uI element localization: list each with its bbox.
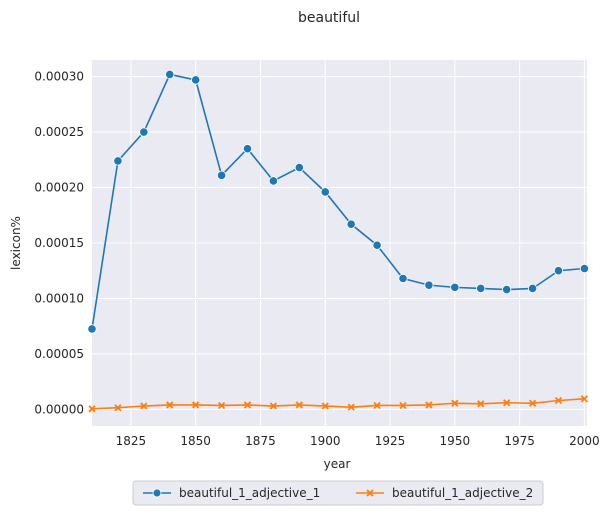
data-point [140,402,148,410]
data-point [450,282,460,292]
data-point [477,400,485,408]
chart-title: beautiful [298,10,360,26]
data-point [347,403,355,411]
data-point [191,75,201,85]
data-point [87,324,97,334]
series [87,69,590,413]
data-point [528,399,537,407]
y-tick-label: 0.00020 [34,181,84,195]
data-point [580,395,589,403]
data-point [165,69,175,80]
data-point [424,280,434,290]
data-point [579,263,590,274]
x-tick-label: 1900 [310,434,341,448]
data-point [243,401,252,409]
x-tick-label: 1850 [180,434,211,448]
series-2 [88,395,589,413]
legend-item: beautiful_1_adjective_1 [143,486,320,500]
data-point [399,401,407,410]
legend-marker [366,489,374,497]
data-point [372,240,382,250]
data-point [553,266,564,276]
legend-marker [152,488,162,498]
y-tick-label: 0.00000 [34,402,84,416]
data-point [321,402,329,410]
data-point [242,144,253,154]
x-tick-label: 1825 [116,434,147,448]
legend: beautiful_1_adjective_1 beautiful_1_adjec… [132,480,544,506]
data-point [503,399,511,407]
data-point [217,401,226,410]
data-point [295,401,303,409]
y-tick-labels: 0.00000 0.00005 0.00010 0.00015 0.00020 0.000… [34,70,84,417]
data-point [451,399,459,407]
y-tick-label: 0.00025 [34,125,84,139]
y-tick-label: 0.00015 [34,236,84,250]
data-point [476,283,486,294]
data-point [139,127,149,137]
legend-frame [132,480,544,506]
data-point [502,284,512,295]
data-point [113,156,123,166]
data-point [425,401,433,409]
legend-item: beautiful_1_adjective_2 [356,486,533,500]
y-tick-label: 0.00010 [34,291,84,305]
data-point [268,176,279,186]
legend-label: beautiful_1_adjective_1 [179,486,320,500]
legend-label: beautiful_1_adjective_2 [392,486,533,500]
x-tick-label: 1875 [245,434,276,448]
data-point [294,162,304,173]
x-tick-label: 1925 [375,434,406,448]
data-point [269,402,278,410]
data-point [320,187,330,197]
x-axis-title: year [324,457,351,471]
x-tick-label: 1950 [440,434,471,448]
data-point [554,396,563,405]
x-tick-label: 2000 [569,434,600,448]
data-point [166,401,174,409]
y-tick-label: 0.00005 [34,347,84,361]
x-tick-labels: 1825 1850 1875 1900 1925 1950 1975 2000 [116,434,600,448]
data-point [192,401,200,409]
series-1 [87,69,590,334]
data-point [346,219,356,229]
gridlines [92,60,587,426]
x-tick-label: 1975 [504,434,535,448]
data-point [373,401,381,410]
data-point [114,404,122,412]
data-point [398,273,408,284]
data-point [216,170,227,180]
data-point [527,283,538,294]
y-tick-label: 0.00030 [34,70,84,84]
data-point [88,405,96,413]
y-axis-title: lexicon% [9,216,23,270]
series-line [91,398,585,410]
